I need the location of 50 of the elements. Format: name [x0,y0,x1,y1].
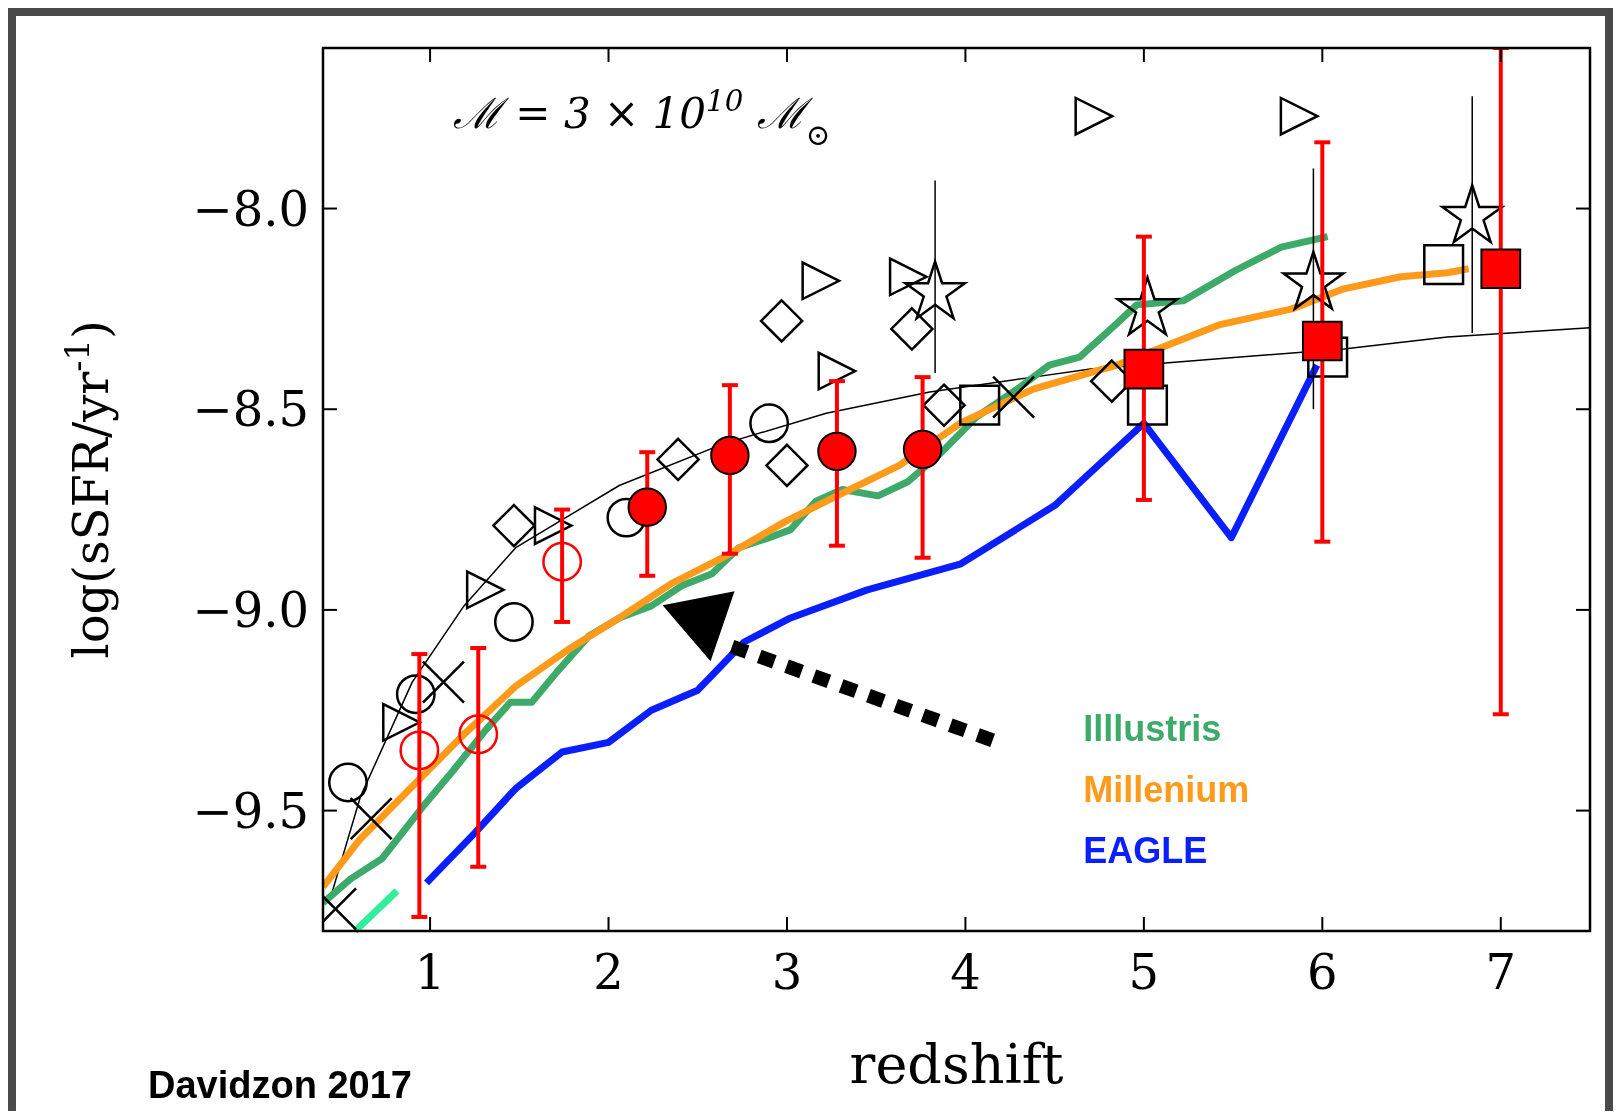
point [817,351,857,391]
point [1301,320,1343,362]
annotation: ℳ = 3 × 10$^{10}$ ℳ$_{⊙}$ [453,84,831,152]
point [395,674,436,715]
y-tick-label: −9.5 [192,782,309,839]
y-tick-label: −9.0 [192,581,309,638]
x-tick-label: 1 [414,944,446,1000]
point [890,307,934,351]
point [328,762,368,803]
text: EAGLE [1083,830,1208,871]
point [542,541,583,582]
point [458,714,499,755]
point [749,403,790,444]
point [492,503,536,548]
y-tick-label: −8.5 [192,381,309,438]
text: Davidzon 2017 [148,1064,412,1106]
point [349,796,393,841]
point [1123,348,1165,390]
point [627,487,667,527]
point [922,383,966,428]
text: Millenium [1083,769,1250,810]
point [759,299,804,343]
x-tick-label: 6 [1307,944,1338,1000]
x-tick-label: 3 [771,944,803,1000]
point [421,660,466,704]
point [765,443,809,488]
y-tick-label: −8.0 [192,180,309,237]
point [888,257,928,297]
point [959,384,1001,426]
point [382,702,422,742]
point [1480,248,1522,290]
text: Illlustris [1083,708,1222,749]
point [817,431,857,472]
x-tick-label: 7 [1485,944,1517,1000]
x-tick-label: 5 [1128,944,1160,1000]
point [710,435,750,476]
point [656,437,700,482]
point [1074,96,1114,136]
point [399,730,440,771]
point [493,602,534,642]
point [533,506,573,546]
x-tick-label: 4 [950,944,981,1000]
point [1423,244,1465,286]
point [1279,96,1319,136]
x-axis-title: redshift [849,1033,1064,1096]
point [902,429,943,470]
point [801,261,841,301]
point [465,570,505,610]
x-tick-label: 2 [593,944,624,1000]
point [991,375,1036,419]
